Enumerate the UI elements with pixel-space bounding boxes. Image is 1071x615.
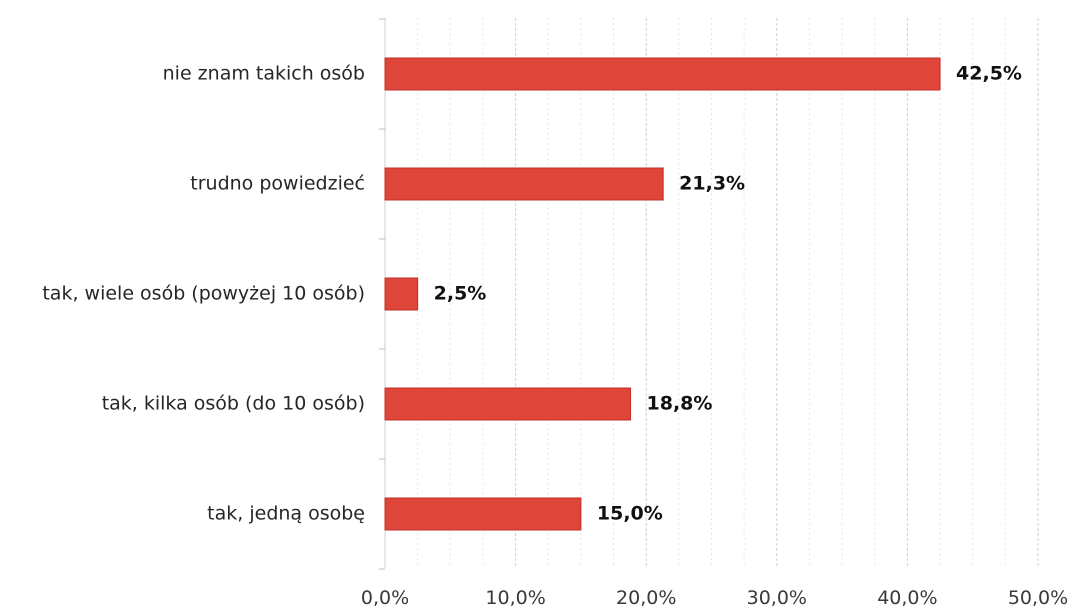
bar: [384, 497, 582, 531]
x-tick-label: 50,0%: [1008, 587, 1068, 609]
bar: [384, 57, 941, 91]
x-tick-labels: 0,0% 10,0% 20,0% 30,0% 40,0% 50,0%: [361, 587, 1068, 609]
bar: [384, 167, 664, 201]
data-label: 21,3%: [679, 173, 745, 195]
data-label: 2,5%: [434, 283, 487, 305]
category-label: tak, kilka osób (do 10 osób): [102, 393, 365, 415]
x-tick-label: 20,0%: [616, 587, 676, 609]
y-axis: [379, 18, 386, 570]
data-label: 18,8%: [647, 393, 713, 415]
data-label: 15,0%: [597, 503, 663, 525]
category-label: nie znam takich osób: [163, 63, 365, 85]
category-label: tak, wiele osób (powyżej 10 osób): [42, 283, 365, 305]
data-label: 42,5%: [956, 63, 1022, 85]
x-tick-label: 10,0%: [485, 587, 545, 609]
x-tick-label: 40,0%: [877, 587, 937, 609]
category-labels: nie znam takich osób trudno powiedzieć tak…: [42, 63, 365, 525]
x-tick-label: 30,0%: [747, 587, 807, 609]
chart-grid: [417, 18, 1039, 568]
bar: [384, 277, 419, 311]
data-labels: 42,5% 21,3% 2,5% 18,8% 15,0%: [434, 63, 1022, 525]
bar-series: [384, 57, 941, 531]
category-label: tak, jedną osobę: [207, 503, 365, 525]
category-label: trudno powiedzieć: [190, 173, 365, 195]
x-tick-label: 0,0%: [361, 587, 409, 609]
bar: [384, 387, 632, 421]
